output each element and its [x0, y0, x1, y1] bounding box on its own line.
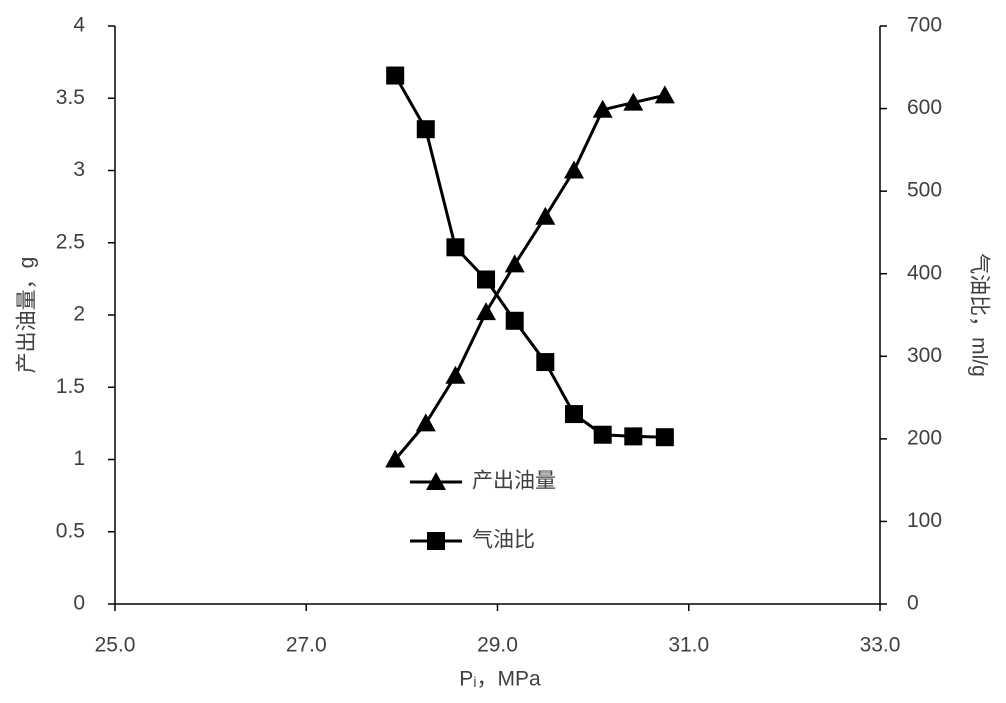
marker — [445, 365, 466, 384]
x-tick-label: 29.0 — [477, 634, 518, 657]
marker — [416, 120, 435, 139]
y-tick-label: 0 — [73, 592, 85, 615]
marker — [564, 160, 584, 179]
y2-tick-label: 600 — [907, 96, 942, 119]
legend-label: 产出油量 — [472, 470, 556, 493]
y2-axis-label: 气油比，ml/g — [967, 253, 990, 377]
legend-marker — [426, 472, 446, 490]
y-tick-label: 3 — [73, 158, 85, 181]
x-tick-label: 31.0 — [668, 634, 709, 657]
marker — [592, 99, 613, 118]
marker — [535, 206, 556, 225]
y2-tick-label: 200 — [907, 426, 942, 449]
marker — [386, 66, 405, 85]
x-axis-label: Pᵢ，MPa — [459, 668, 541, 691]
marker — [477, 270, 496, 289]
marker — [565, 405, 583, 424]
y-tick-label: 1 — [73, 447, 85, 470]
y2-tick-label: 700 — [907, 14, 942, 37]
marker — [504, 254, 525, 273]
marker — [593, 425, 612, 444]
y-tick-label: 0.5 — [56, 519, 85, 542]
marker — [654, 85, 675, 104]
marker — [536, 353, 555, 372]
y-tick-label: 2.5 — [56, 230, 85, 253]
series-line — [393, 74, 665, 439]
y2-tick-label: 100 — [907, 509, 942, 532]
legend-marker — [427, 532, 445, 550]
marker — [476, 302, 497, 321]
x-tick-label: 25.0 — [95, 634, 136, 657]
y-tick-label: 2 — [73, 303, 85, 326]
x-tick-label: 27.0 — [286, 634, 327, 657]
y2-tick-label: 400 — [907, 261, 942, 284]
marker — [446, 238, 465, 257]
marker — [624, 427, 643, 446]
y2-tick-label: 0 — [907, 592, 919, 615]
series-line — [394, 93, 666, 461]
legend-label: 气油比 — [472, 529, 535, 552]
y-axis-label: 产出油量，g — [16, 257, 39, 374]
marker — [505, 311, 524, 330]
marker — [623, 92, 644, 111]
y2-tick-label: 300 — [907, 344, 942, 367]
x-tick-label: 33.0 — [860, 634, 901, 657]
y-tick-label: 4 — [73, 14, 85, 37]
y-tick-label: 3.5 — [56, 86, 85, 109]
marker — [415, 413, 436, 432]
y-tick-label: 1.5 — [56, 375, 85, 398]
marker — [655, 428, 674, 447]
y2-tick-label: 500 — [907, 179, 942, 202]
marker — [385, 449, 406, 468]
